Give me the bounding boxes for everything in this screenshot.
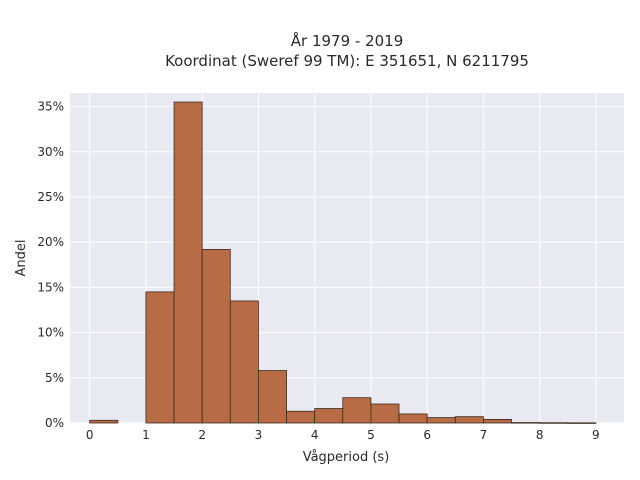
y-tick-label: 30% bbox=[37, 145, 64, 159]
histogram-bar bbox=[398, 413, 428, 424]
x-tick-label: 9 bbox=[592, 428, 600, 442]
x-tick-label: 1 bbox=[142, 428, 150, 442]
x-tick-label: 0 bbox=[86, 428, 94, 442]
histogram-bar bbox=[201, 249, 231, 424]
histogram-bar bbox=[539, 422, 569, 424]
histogram-bar bbox=[258, 370, 287, 424]
histogram-bar bbox=[145, 291, 175, 424]
y-tick-label: 25% bbox=[37, 190, 64, 204]
y-tick-label: 0% bbox=[45, 416, 64, 430]
histogram-bar bbox=[454, 416, 484, 424]
y-tick-label: 15% bbox=[37, 280, 64, 294]
x-tick-label: 3 bbox=[255, 428, 263, 442]
x-tick-label: 6 bbox=[423, 428, 431, 442]
y-axis-label: Andel bbox=[14, 240, 29, 277]
x-axis-ticks: 0 1 2 3 4 5 6 7 8 9 bbox=[86, 428, 600, 442]
histogram-bar bbox=[286, 410, 316, 424]
y-tick-label: 20% bbox=[37, 235, 64, 249]
y-tick-label: 5% bbox=[45, 371, 64, 385]
chart-subtitle: Koordinat (Sweref 99 TM): E 351651, N 62… bbox=[165, 52, 529, 70]
x-tick-label: 7 bbox=[480, 428, 488, 442]
histogram-bar bbox=[89, 419, 119, 424]
histogram-bar bbox=[482, 418, 512, 424]
x-tick-label: 5 bbox=[367, 428, 375, 442]
histogram-bar bbox=[314, 408, 344, 424]
histogram-bar bbox=[426, 417, 456, 424]
chart-title: År 1979 - 2019 bbox=[291, 31, 404, 50]
histogram-bar bbox=[229, 300, 259, 424]
x-tick-label: 2 bbox=[198, 428, 206, 442]
x-tick-label: 8 bbox=[536, 428, 544, 442]
y-axis-ticks: 0% 5% 10% 15% 20% 25% 30% 35% bbox=[37, 100, 64, 430]
histogram-bar bbox=[511, 422, 541, 424]
x-tick-label: 4 bbox=[311, 428, 319, 442]
histogram-bar bbox=[342, 397, 372, 424]
histogram-bar bbox=[567, 422, 597, 424]
y-tick-label: 35% bbox=[37, 100, 64, 114]
histogram-bar bbox=[173, 101, 203, 424]
y-tick-label: 10% bbox=[37, 326, 64, 340]
bars bbox=[89, 101, 597, 424]
x-axis-label: Vågperiod (s) bbox=[303, 450, 390, 465]
histogram-bar bbox=[370, 403, 400, 424]
